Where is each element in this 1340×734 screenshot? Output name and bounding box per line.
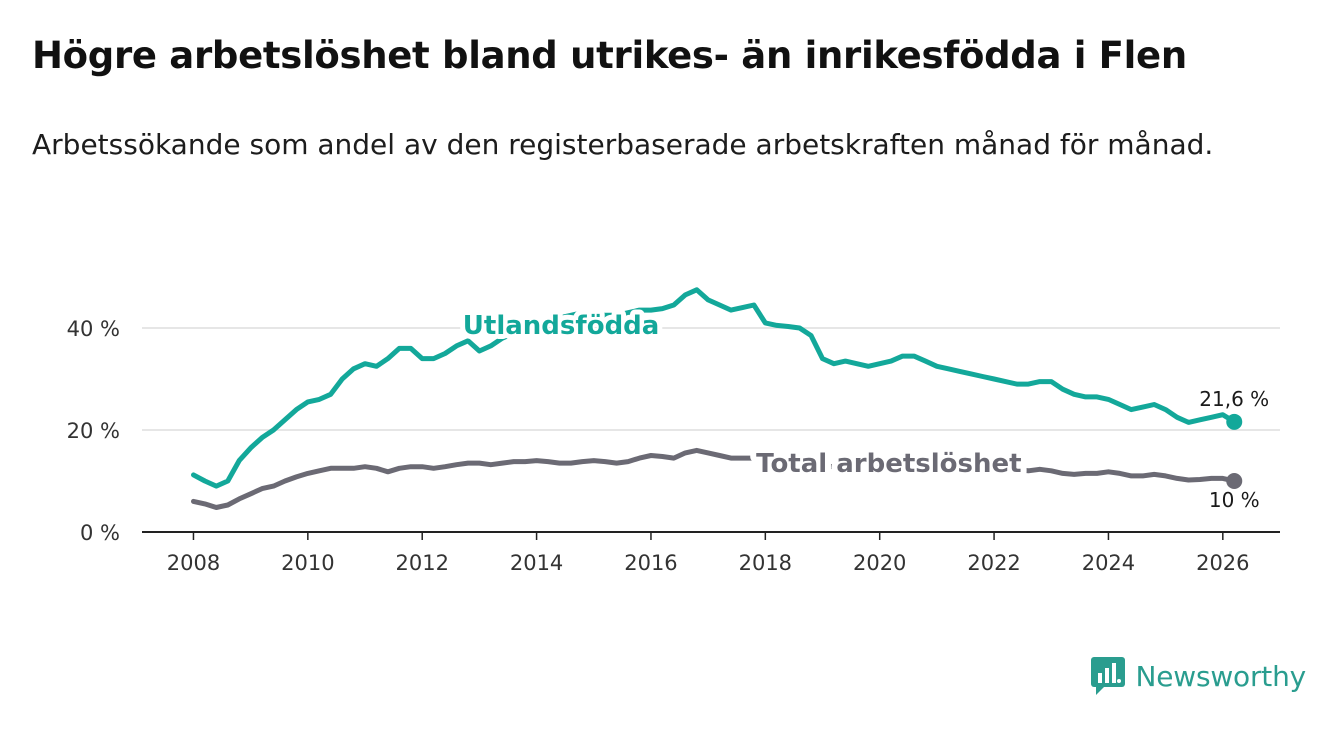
x-tick-label: 2008: [167, 551, 220, 575]
newsworthy-logo: Newsworthy: [1090, 656, 1307, 696]
series-label-total: Total arbetslöshet: [756, 449, 1021, 479]
x-tick-label: 2012: [395, 551, 448, 575]
newsworthy-logo-icon: [1090, 657, 1125, 695]
chart-title: Högre arbetslöshet bland utrikes- än inr…: [32, 34, 1187, 77]
end-point-total: [1226, 473, 1243, 489]
newsworthy-brand-name: Newsworthy: [1135, 659, 1307, 693]
series-lines: [191, 287, 1243, 510]
end-label-total: 10 %: [1209, 488, 1260, 512]
series-line-utlandsfodda: [191, 287, 1237, 489]
series-labels: 21,6 % 10 % Utlandsfödda Total arbetslöshet: [458, 306, 1269, 512]
y-tick-label: 0 %: [80, 521, 120, 545]
x-tick-label: 2026: [1196, 551, 1249, 575]
x-tick-label: 2020: [853, 551, 906, 575]
axes: 0 % 20 % 40 % 2008 2010 2012 2014 2016 2018 2020 2…: [67, 317, 1280, 575]
x-tick-label: 2018: [739, 551, 792, 575]
x-tick-label: 2022: [967, 551, 1020, 575]
end-label-utlandsfodda: 21,6 %: [1199, 387, 1269, 411]
gridlines: [142, 327, 1280, 431]
series-line-total: [191, 447, 1237, 510]
chart-subtitle: Arbetssökande som andel av den registerb…: [32, 128, 1214, 161]
x-tick-label: 2010: [281, 551, 334, 575]
x-tick-label: 2016: [624, 551, 677, 575]
series-label-utlandsfodda: Utlandsfödda: [463, 311, 660, 341]
end-point-utlandsfodda: [1226, 413, 1243, 430]
y-tick-label: 20 %: [67, 419, 120, 443]
x-tick-label: 2024: [1082, 551, 1135, 575]
x-tick-label: 2014: [510, 551, 563, 575]
y-tick-label: 40 %: [67, 317, 120, 341]
